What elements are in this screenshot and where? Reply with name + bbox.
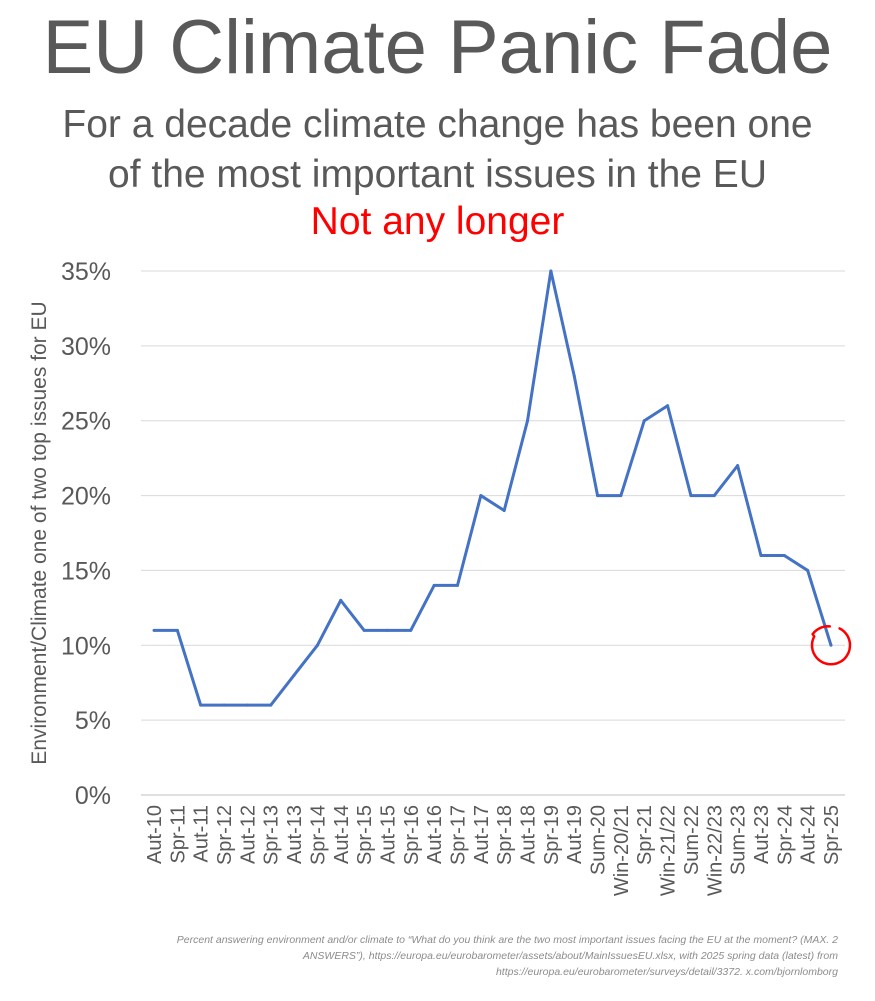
data-point [689,494,693,498]
x-tick-label: Sum-22 [681,805,703,875]
x-tick-label: Sum-23 [728,805,750,875]
series-line [154,269,833,707]
x-tick-label: Aut-14 [331,805,353,864]
y-tick-label: 20% [61,483,111,511]
data-point [829,643,833,647]
x-tick-label: Spr-19 [541,805,563,865]
data-point [759,553,763,557]
x-tick-label: Aut-13 [284,805,306,864]
data-point [549,269,553,273]
x-tick-label: Win-21/22 [658,805,680,896]
data-point [666,404,670,408]
x-tick-label: Aut-19 [564,805,586,864]
x-tick-label: Spr-12 [214,805,236,865]
data-point [409,628,413,632]
data-point [782,553,786,557]
x-tick-label: Spr-25 [821,805,843,865]
data-point [806,568,810,572]
y-tick-label: 35% [61,258,111,286]
x-tick-label: Spr-16 [401,805,423,865]
data-point [596,494,600,498]
x-tick-label: Spr-18 [494,805,516,865]
x-tick-label: Spr-13 [261,805,283,865]
tagline: Not any longer [310,200,565,243]
x-tick-label: Sum-20 [588,805,610,875]
x-tick-label: Aut-24 [798,805,820,864]
y-tick-label: 15% [61,557,111,585]
y-tick-label: 5% [75,707,111,735]
subtitle-line-1: For a decade climate change has been one [62,103,813,146]
page-title: EU Climate Panic Fade [42,5,833,90]
data-point [339,598,343,602]
data-point [479,494,483,498]
x-tick-label: Spr-24 [774,805,796,865]
x-tick-label: Aut-23 [751,805,773,864]
y-tick-label: 0% [75,782,111,810]
x-tick-label: Aut-15 [377,805,399,864]
data-point [152,628,156,632]
x-tick-label: Spr-14 [307,805,329,865]
highlight-circle [810,625,852,666]
footnote-line-2: ANSWERS”), https://europa.eu/eurobaromet… [302,950,838,962]
x-tick-label: Spr-17 [447,805,469,865]
data-point [619,494,623,498]
subtitle-line-2: of the most important issues in the EU [108,153,767,196]
data-point [712,494,716,498]
x-tick-label: Aut-10 [144,805,166,864]
data-point [315,643,319,647]
data-point [292,673,296,677]
y-tick-label: 10% [61,632,111,660]
x-tick-label: Win-22/23 [704,805,726,896]
data-point [526,419,530,423]
footnote-line-3: https://europa.eu/eurobarometer/surveys/… [495,966,838,978]
data-point [175,628,179,632]
data-point [199,703,203,707]
x-tick-label: Aut-17 [471,805,493,864]
x-tick-label: Aut-11 [191,805,213,862]
x-tick-label: Spr-11 [167,805,189,864]
x-tick-label: Spr-21 [634,805,656,865]
x-tick-label: Win-20/21 [611,805,633,896]
data-point [385,628,389,632]
y-axis-label: Environment/Climate one of two top issue… [28,301,51,764]
data-point [455,583,459,587]
footnote-line-1: Percent answering environment and/or cli… [176,934,838,946]
data-point [572,374,576,378]
source-footnote: Percent answering environment and/or cli… [40,932,838,980]
data-point [222,703,226,707]
x-tick-label: Aut-12 [237,805,259,864]
x-tick-label: Spr-15 [354,805,376,865]
data-point [362,628,366,632]
subtitle: For a decade climate change has been one… [0,100,875,200]
data-point [269,703,273,707]
x-tick-label: Aut-18 [518,805,540,864]
data-point [642,419,646,423]
data-point [736,464,740,468]
data-point [502,509,506,513]
data-point [432,583,436,587]
data-point [245,703,249,707]
y-tick-label: 30% [61,333,111,361]
x-tick-label: Aut-16 [424,805,446,864]
y-tick-label: 25% [61,408,111,436]
